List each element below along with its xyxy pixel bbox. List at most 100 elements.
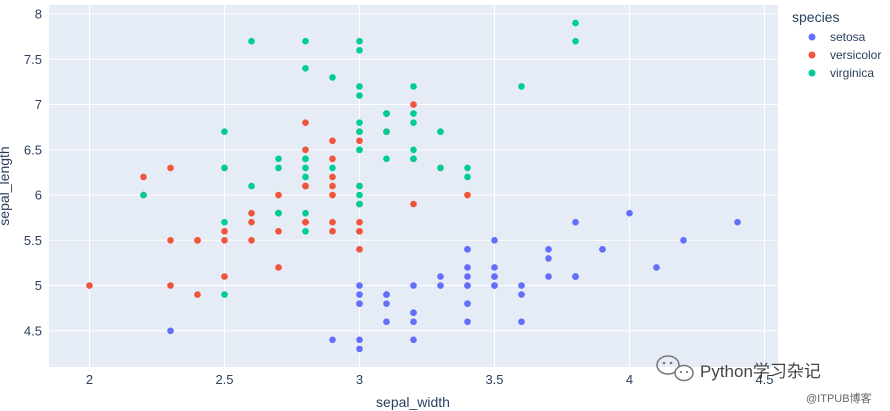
data-point-setosa[interactable] [437,282,444,289]
data-point-versicolor[interactable] [248,218,255,226]
data-point-versicolor[interactable] [194,237,201,244]
data-point-virginica[interactable] [302,155,309,163]
data-point-versicolor[interactable] [221,237,228,244]
data-point-setosa[interactable] [410,336,417,344]
data-point-virginica[interactable] [248,37,255,45]
data-point-setosa[interactable] [518,282,525,289]
data-point-versicolor[interactable] [167,237,174,244]
data-point-virginica[interactable] [410,83,417,90]
data-point-versicolor[interactable] [329,137,336,145]
data-point-virginica[interactable] [356,83,363,90]
data-point-setosa[interactable] [464,300,471,307]
data-point-setosa[interactable] [626,209,633,217]
data-point-versicolor[interactable] [86,282,93,289]
data-point-versicolor[interactable] [329,155,336,163]
data-point-setosa[interactable] [410,318,417,326]
data-point-setosa[interactable] [464,246,471,253]
data-point-virginica[interactable] [572,19,579,27]
data-point-virginica[interactable] [329,74,336,81]
data-point-versicolor[interactable] [140,173,147,181]
data-point-virginica[interactable] [356,119,363,126]
data-point-virginica[interactable] [356,92,363,99]
data-point-virginica[interactable] [302,65,309,72]
data-point-setosa[interactable] [356,282,363,289]
data-point-setosa[interactable] [356,291,363,298]
data-point-setosa[interactable] [464,273,471,280]
data-point-virginica[interactable] [356,182,363,190]
data-point-virginica[interactable] [356,146,363,154]
data-point-versicolor[interactable] [302,119,309,126]
data-point-virginica[interactable] [221,291,228,298]
data-point-virginica[interactable] [464,164,471,172]
data-point-virginica[interactable] [410,146,417,154]
data-point-setosa[interactable] [383,300,390,307]
data-point-setosa[interactable] [464,282,471,289]
data-point-virginica[interactable] [410,155,417,163]
data-point-setosa[interactable] [653,264,660,271]
data-point-setosa[interactable] [518,318,525,326]
data-point-setosa[interactable] [437,273,444,280]
data-point-virginica[interactable] [221,218,228,226]
data-point-setosa[interactable] [491,282,498,289]
data-point-virginica[interactable] [275,155,282,163]
data-point-versicolor[interactable] [275,227,282,235]
data-point-virginica[interactable] [383,110,390,117]
data-point-setosa[interactable] [383,291,390,298]
data-point-setosa[interactable] [572,218,579,226]
data-point-virginica[interactable] [140,191,147,199]
data-point-versicolor[interactable] [329,227,336,235]
data-point-virginica[interactable] [572,37,579,45]
data-point-virginica[interactable] [383,155,390,163]
data-point-versicolor[interactable] [356,137,363,145]
data-point-virginica[interactable] [329,164,336,172]
data-point-virginica[interactable] [302,164,309,172]
data-point-setosa[interactable] [491,273,498,280]
data-point-setosa[interactable] [464,318,471,326]
data-point-virginica[interactable] [464,173,471,181]
data-point-virginica[interactable] [437,164,444,172]
data-point-setosa[interactable] [734,218,741,226]
data-point-virginica[interactable] [410,110,417,117]
data-point-versicolor[interactable] [194,291,201,298]
data-point-versicolor[interactable] [464,191,471,199]
data-point-versicolor[interactable] [167,282,174,289]
data-point-setosa[interactable] [491,237,498,244]
data-points[interactable] [86,19,741,353]
data-point-versicolor[interactable] [248,237,255,244]
data-point-virginica[interactable] [356,200,363,208]
data-point-virginica[interactable] [356,46,363,54]
data-point-virginica[interactable] [437,128,444,135]
data-point-versicolor[interactable] [221,227,228,235]
data-point-versicolor[interactable] [302,146,309,154]
data-point-virginica[interactable] [356,37,363,45]
data-point-setosa[interactable] [464,264,471,271]
data-point-versicolor[interactable] [329,191,336,199]
data-point-virginica[interactable] [302,173,309,181]
data-point-versicolor[interactable] [275,264,282,271]
data-point-setosa[interactable] [545,246,552,253]
data-point-versicolor[interactable] [248,209,255,217]
data-point-versicolor[interactable] [356,246,363,253]
data-point-virginica[interactable] [302,209,309,217]
data-point-virginica[interactable] [410,119,417,126]
data-point-setosa[interactable] [410,309,417,317]
data-point-virginica[interactable] [248,182,255,190]
data-point-setosa[interactable] [545,273,552,280]
legend-item-versicolor[interactable]: versicolor [808,48,882,62]
data-point-setosa[interactable] [491,264,498,271]
data-point-setosa[interactable] [599,246,606,253]
data-point-virginica[interactable] [356,128,363,135]
data-point-versicolor[interactable] [221,273,228,280]
data-point-versicolor[interactable] [329,182,336,190]
data-point-versicolor[interactable] [167,164,174,172]
data-point-versicolor[interactable] [410,200,417,208]
data-point-virginica[interactable] [302,37,309,45]
data-point-versicolor[interactable] [302,182,309,190]
data-point-versicolor[interactable] [329,218,336,226]
data-point-virginica[interactable] [221,128,228,135]
data-point-virginica[interactable] [275,164,282,172]
data-point-virginica[interactable] [221,164,228,172]
data-point-setosa[interactable] [356,300,363,307]
data-point-setosa[interactable] [680,237,687,244]
data-point-versicolor[interactable] [356,227,363,235]
